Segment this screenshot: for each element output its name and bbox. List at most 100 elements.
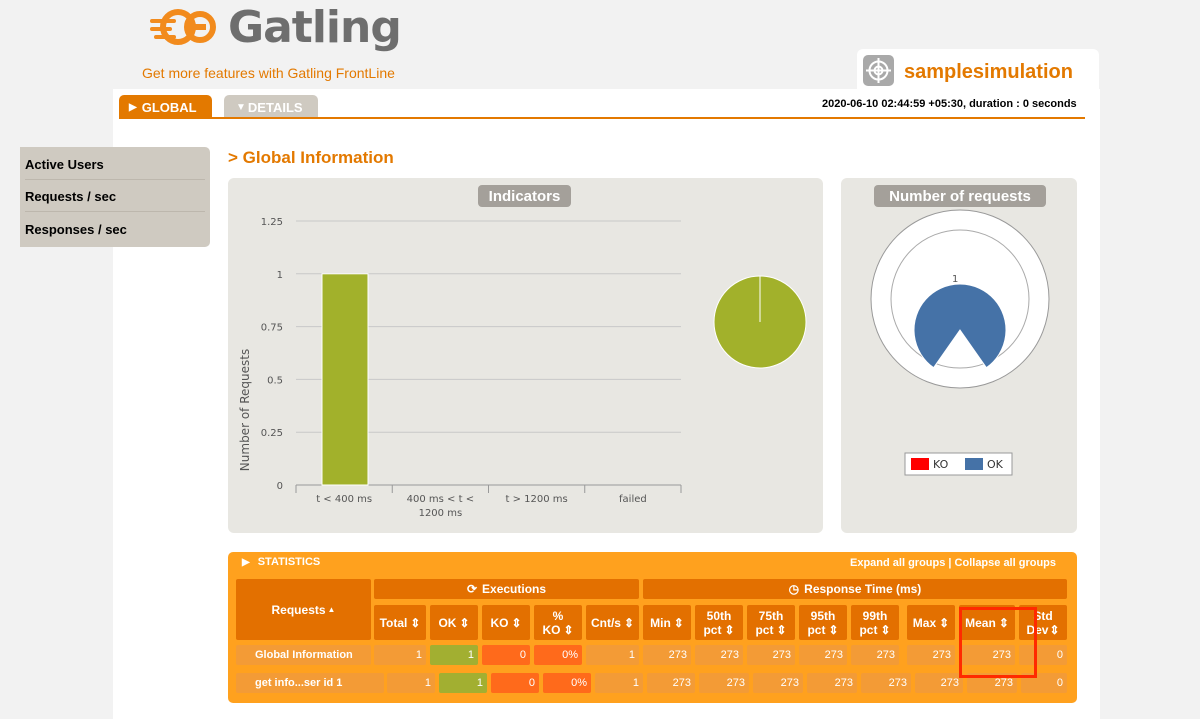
- col-p50[interactable]: 50th pct ⇕: [695, 605, 743, 640]
- legend-swatch-ko: [911, 458, 929, 470]
- bar[interactable]: [321, 273, 369, 486]
- col-requests-label: Requests: [271, 602, 326, 617]
- col-mean[interactable]: Mean ⇕: [959, 605, 1015, 640]
- side-menu-item-responses-sec[interactable]: Responses / sec: [25, 221, 127, 237]
- cell-p50: 273: [695, 645, 743, 665]
- col-total[interactable]: Total ⇕: [374, 605, 426, 640]
- col-p99-label-2: pct: [859, 622, 878, 637]
- cell-p95: 273: [807, 673, 857, 693]
- legend-label-ok: OK: [987, 458, 1004, 471]
- sort-icon: ⇕: [410, 615, 421, 630]
- cell-std-dev: 0: [1021, 673, 1067, 693]
- cell-ko: 0: [491, 673, 539, 693]
- col-pct-ko[interactable]: % KO ⇕: [534, 605, 582, 640]
- col-requests[interactable]: Requests ▲: [236, 579, 371, 640]
- simulation-card: samplesimulation: [857, 49, 1099, 94]
- side-menu-item-active-users[interactable]: Active Users: [25, 150, 205, 180]
- pie-slice-ok: [913, 283, 1007, 369]
- indicators-panel: Indicators Number of Requests 0 0.25 0.5 0.…: [228, 178, 823, 533]
- y-tick-label: 1: [277, 270, 283, 281]
- y-tick-label: 0.75: [261, 323, 283, 334]
- sort-icon: ⇕: [939, 615, 950, 630]
- cell-pct-ko: 0%: [543, 673, 591, 693]
- col-p50-label-1: 50th: [706, 608, 732, 623]
- refresh-icon: ⟳: [466, 582, 478, 596]
- col-p75[interactable]: 75th pct ⇕: [747, 605, 795, 640]
- sort-icon: ⇕: [776, 622, 787, 637]
- col-cnt-s-label: Cnt/s: [590, 615, 621, 630]
- number-of-requests-title: Number of requests: [874, 185, 1046, 207]
- y-tick-label: 0: [277, 481, 283, 492]
- simulation-meta: 2020-06-10 02:44:59 +05:30, duration : 0…: [822, 98, 1077, 110]
- indicators-title: Indicators: [478, 185, 571, 207]
- legend: KO OK: [904, 452, 1013, 476]
- executions-label: Executions: [482, 582, 547, 596]
- sort-icon: ⇕: [1049, 622, 1060, 637]
- cell-ok: 1: [439, 673, 487, 693]
- sort-icon: ⇕: [623, 615, 635, 630]
- response-time-group-header: ◷ Response Time (ms): [643, 579, 1067, 599]
- col-p99-label-1: 99th: [862, 608, 888, 623]
- col-max[interactable]: Max ⇕: [907, 605, 955, 640]
- statistics-title: STATISTICS: [257, 556, 321, 568]
- expand-collapse-links[interactable]: Expand all groups | Collapse all groups: [850, 557, 1057, 569]
- cell-ko: 0: [482, 645, 530, 665]
- row-name[interactable]: Global Information: [236, 645, 371, 665]
- cell-std-dev: 0: [1019, 645, 1067, 665]
- target-icon: [863, 55, 894, 86]
- col-p50-label-2: pct: [703, 622, 722, 637]
- section-title: > Global Information: [228, 148, 394, 167]
- col-ok[interactable]: OK ⇕: [430, 605, 478, 640]
- cell-cnt-s: 1: [595, 673, 643, 693]
- cell-total: 1: [374, 645, 426, 665]
- legend-swatch-ok: [965, 458, 983, 470]
- x-tick-label: t < 400 ms: [316, 494, 372, 505]
- cell-mean: 273: [967, 673, 1017, 693]
- col-ko-label: KO: [490, 615, 509, 630]
- col-total-label: Total: [379, 615, 408, 630]
- col-p99[interactable]: 99th pct ⇕: [851, 605, 899, 640]
- sort-icon: ⇕: [724, 622, 735, 637]
- pie-label: 1: [952, 274, 958, 285]
- statistics-toggle[interactable]: ▶ STATISTICS: [242, 556, 320, 568]
- col-mean-label: Mean: [965, 615, 996, 630]
- frontline-link[interactable]: Get more features with Gatling FrontLine: [142, 65, 395, 81]
- simulation-name: samplesimulation: [904, 61, 1073, 83]
- cell-p99: 273: [861, 673, 911, 693]
- y-axis-label: Number of Requests: [238, 349, 252, 471]
- number-of-requests-chart: 1 KO OK: [870, 209, 1050, 476]
- col-p95[interactable]: 95th pct ⇕: [799, 605, 847, 640]
- sort-icon: ⇕: [511, 615, 522, 630]
- statistics-panel: ▶ STATISTICS Expand all groups | Collapse…: [228, 552, 1077, 703]
- cell-min: 273: [643, 645, 691, 665]
- tab-global[interactable]: ▶ GLOBAL: [119, 95, 212, 119]
- cell-cnt-s: 1: [586, 645, 639, 665]
- sort-icon: ⇕: [880, 622, 891, 637]
- col-p95-label-1: 95th: [810, 608, 836, 623]
- cell-p75: 273: [747, 645, 795, 665]
- sort-icon: ⇕: [673, 615, 684, 630]
- cell-p99: 273: [851, 645, 899, 665]
- col-ko[interactable]: KO ⇕: [482, 605, 530, 640]
- col-min[interactable]: Min ⇕: [643, 605, 691, 640]
- y-tick-label: 1.25: [261, 217, 283, 228]
- tab-details[interactable]: ▼ DETAILS: [224, 95, 318, 119]
- cell-pct-ko: 0%: [534, 645, 582, 665]
- col-pct-ko-label-1: %: [552, 608, 564, 623]
- cell-max: 273: [907, 645, 955, 665]
- col-std-dev[interactable]: Std Dev⇕: [1019, 605, 1067, 640]
- logo-text: Gatling: [228, 1, 402, 53]
- col-p75-label-2: pct: [755, 622, 774, 637]
- tab-underline: [119, 117, 1085, 119]
- mean-highlight-box: [959, 607, 1037, 678]
- caret-right-icon: ▶: [242, 557, 250, 568]
- gatling-logo[interactable]: Gatling: [150, 1, 402, 53]
- x-tick-label: 400 ms < t <1200 ms: [407, 494, 474, 519]
- col-std-label-2: Dev: [1026, 622, 1049, 637]
- side-menu-item-requests-sec[interactable]: Requests / sec: [25, 182, 205, 212]
- sort-icon: ⇕: [563, 622, 574, 637]
- col-cnt-s[interactable]: Cnt/s ⇕: [586, 605, 639, 640]
- col-p75-label-1: 75th: [758, 608, 784, 623]
- row-name[interactable]: get info...ser id 1: [236, 673, 384, 693]
- cell-p75: 273: [753, 673, 803, 693]
